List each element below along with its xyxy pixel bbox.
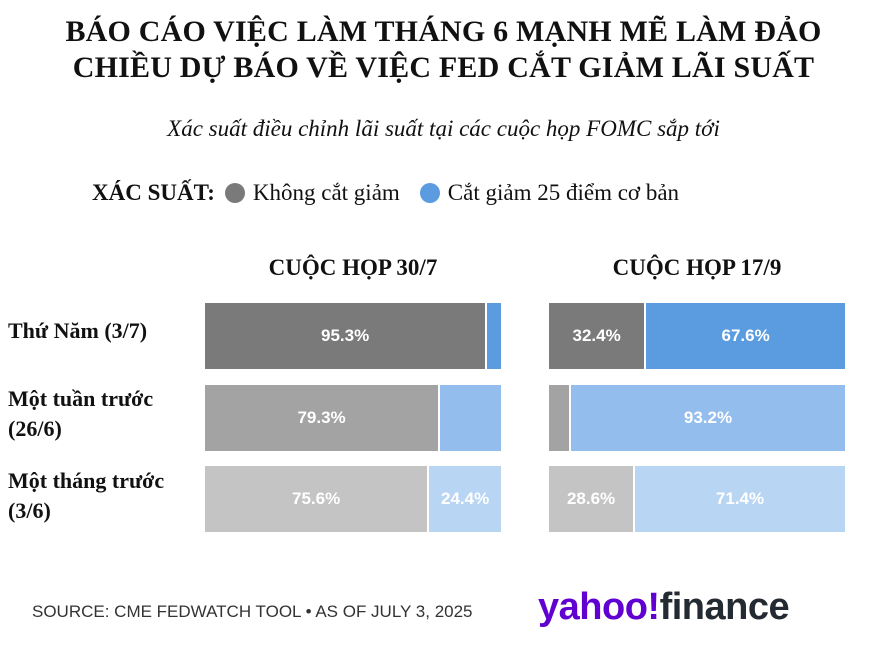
bar-value-label: 75.6%	[292, 489, 341, 508]
bar-value-label: 79.3%	[297, 408, 346, 427]
legend: XÁC SUẤT: Không cắt giảm Cắt giảm 25 điể…	[92, 180, 699, 206]
bar-july-thursday-no-cut: 95.3%	[205, 303, 486, 369]
bar-july-thursday-cut-25bp	[487, 303, 501, 369]
bar-july-month-ago-no-cut: 75.6%	[205, 466, 428, 532]
legend-item-cut-25bp: Cắt giảm 25 điểm cơ bản	[419, 180, 680, 206]
row-label-month-ago-line-2: (3/6)	[8, 498, 51, 523]
bar-value-label: 71.4%	[715, 489, 765, 508]
bar-value-label: 93.2%	[683, 408, 733, 427]
row-label-week-ago-line-1: Một tuần trước	[8, 386, 154, 411]
chart-title-line-1: BÁO CÁO VIỆC LÀM THÁNG 6 MẠNH MẼ LÀM ĐẢO	[65, 15, 822, 48]
logo-finance-text: finance	[659, 586, 790, 628]
bar-value-label: 95.3%	[320, 326, 370, 345]
bar-value-label: 32.4%	[572, 326, 621, 345]
bar-value-label: 24.4%	[441, 489, 490, 508]
panel-title-july: CUỘC HỌP 30/7	[268, 255, 438, 280]
source-note: SOURCE: CME FEDWATCH TOOL • AS OF JULY 3…	[32, 602, 473, 621]
chart-title-line-2: CHIỀU DỰ BÁO VỀ VIỆC FED CẮT GIẢM LÃI SU…	[72, 51, 815, 84]
chart-title: BÁO CÁO VIỆC LÀM THÁNG 6 MẠNH MẼ LÀM ĐẢO…	[0, 14, 887, 86]
chart-subtitle: Xác suất điều chỉnh lãi suất tại các cuộ…	[167, 116, 720, 141]
legend-dot-cut-25bp	[419, 183, 440, 203]
row-label-month-ago: Một tháng trước (3/6)	[8, 466, 164, 526]
legend-label: XÁC SUẤT:	[92, 180, 215, 205]
bar-september-week-ago-no-cut	[549, 385, 569, 451]
legend-item-no-cut: Không cắt giảm	[224, 180, 400, 206]
bar-july-week-ago-cut-25bp	[440, 385, 501, 451]
panel-title-september: CUỘC HỌP 17/9	[612, 255, 782, 280]
bar-september-month-ago-cut-25bp: 71.4%	[635, 466, 845, 532]
row-label-month-ago-line-1: Một tháng trước	[8, 468, 165, 493]
row-label-week-ago-line-2: (26/6)	[8, 416, 62, 441]
bar-value-label: 67.6%	[721, 326, 770, 345]
legend-text-cut-25bp: Cắt giảm 25 điểm cơ bản	[447, 180, 680, 205]
logo-yahoo-text: yahoo!	[538, 586, 660, 628]
bar-july-week-ago-no-cut: 79.3%	[205, 385, 439, 451]
yahoo-finance-logo: yahoo!finance	[538, 586, 790, 629]
bar-september-week-ago-cut-25bp: 93.2%	[570, 385, 845, 451]
row-label-thursday: Thứ Năm (3/7)	[8, 316, 147, 346]
row-label-thursday-line-1: Thứ Năm (3/7)	[8, 318, 148, 343]
legend-text-no-cut: Không cắt giảm	[252, 180, 400, 205]
bar-july-month-ago-cut-25bp: 24.4%	[429, 466, 501, 532]
bar-september-thursday-cut-25bp: 67.6%	[646, 303, 845, 369]
bar-september-month-ago-no-cut: 28.6%	[549, 466, 634, 532]
bar-september-thursday-no-cut: 32.4%	[549, 303, 645, 369]
legend-dot-no-cut	[224, 183, 245, 203]
bar-value-label: 28.6%	[566, 489, 616, 508]
row-label-week-ago: Một tuần trước (26/6)	[8, 384, 153, 444]
